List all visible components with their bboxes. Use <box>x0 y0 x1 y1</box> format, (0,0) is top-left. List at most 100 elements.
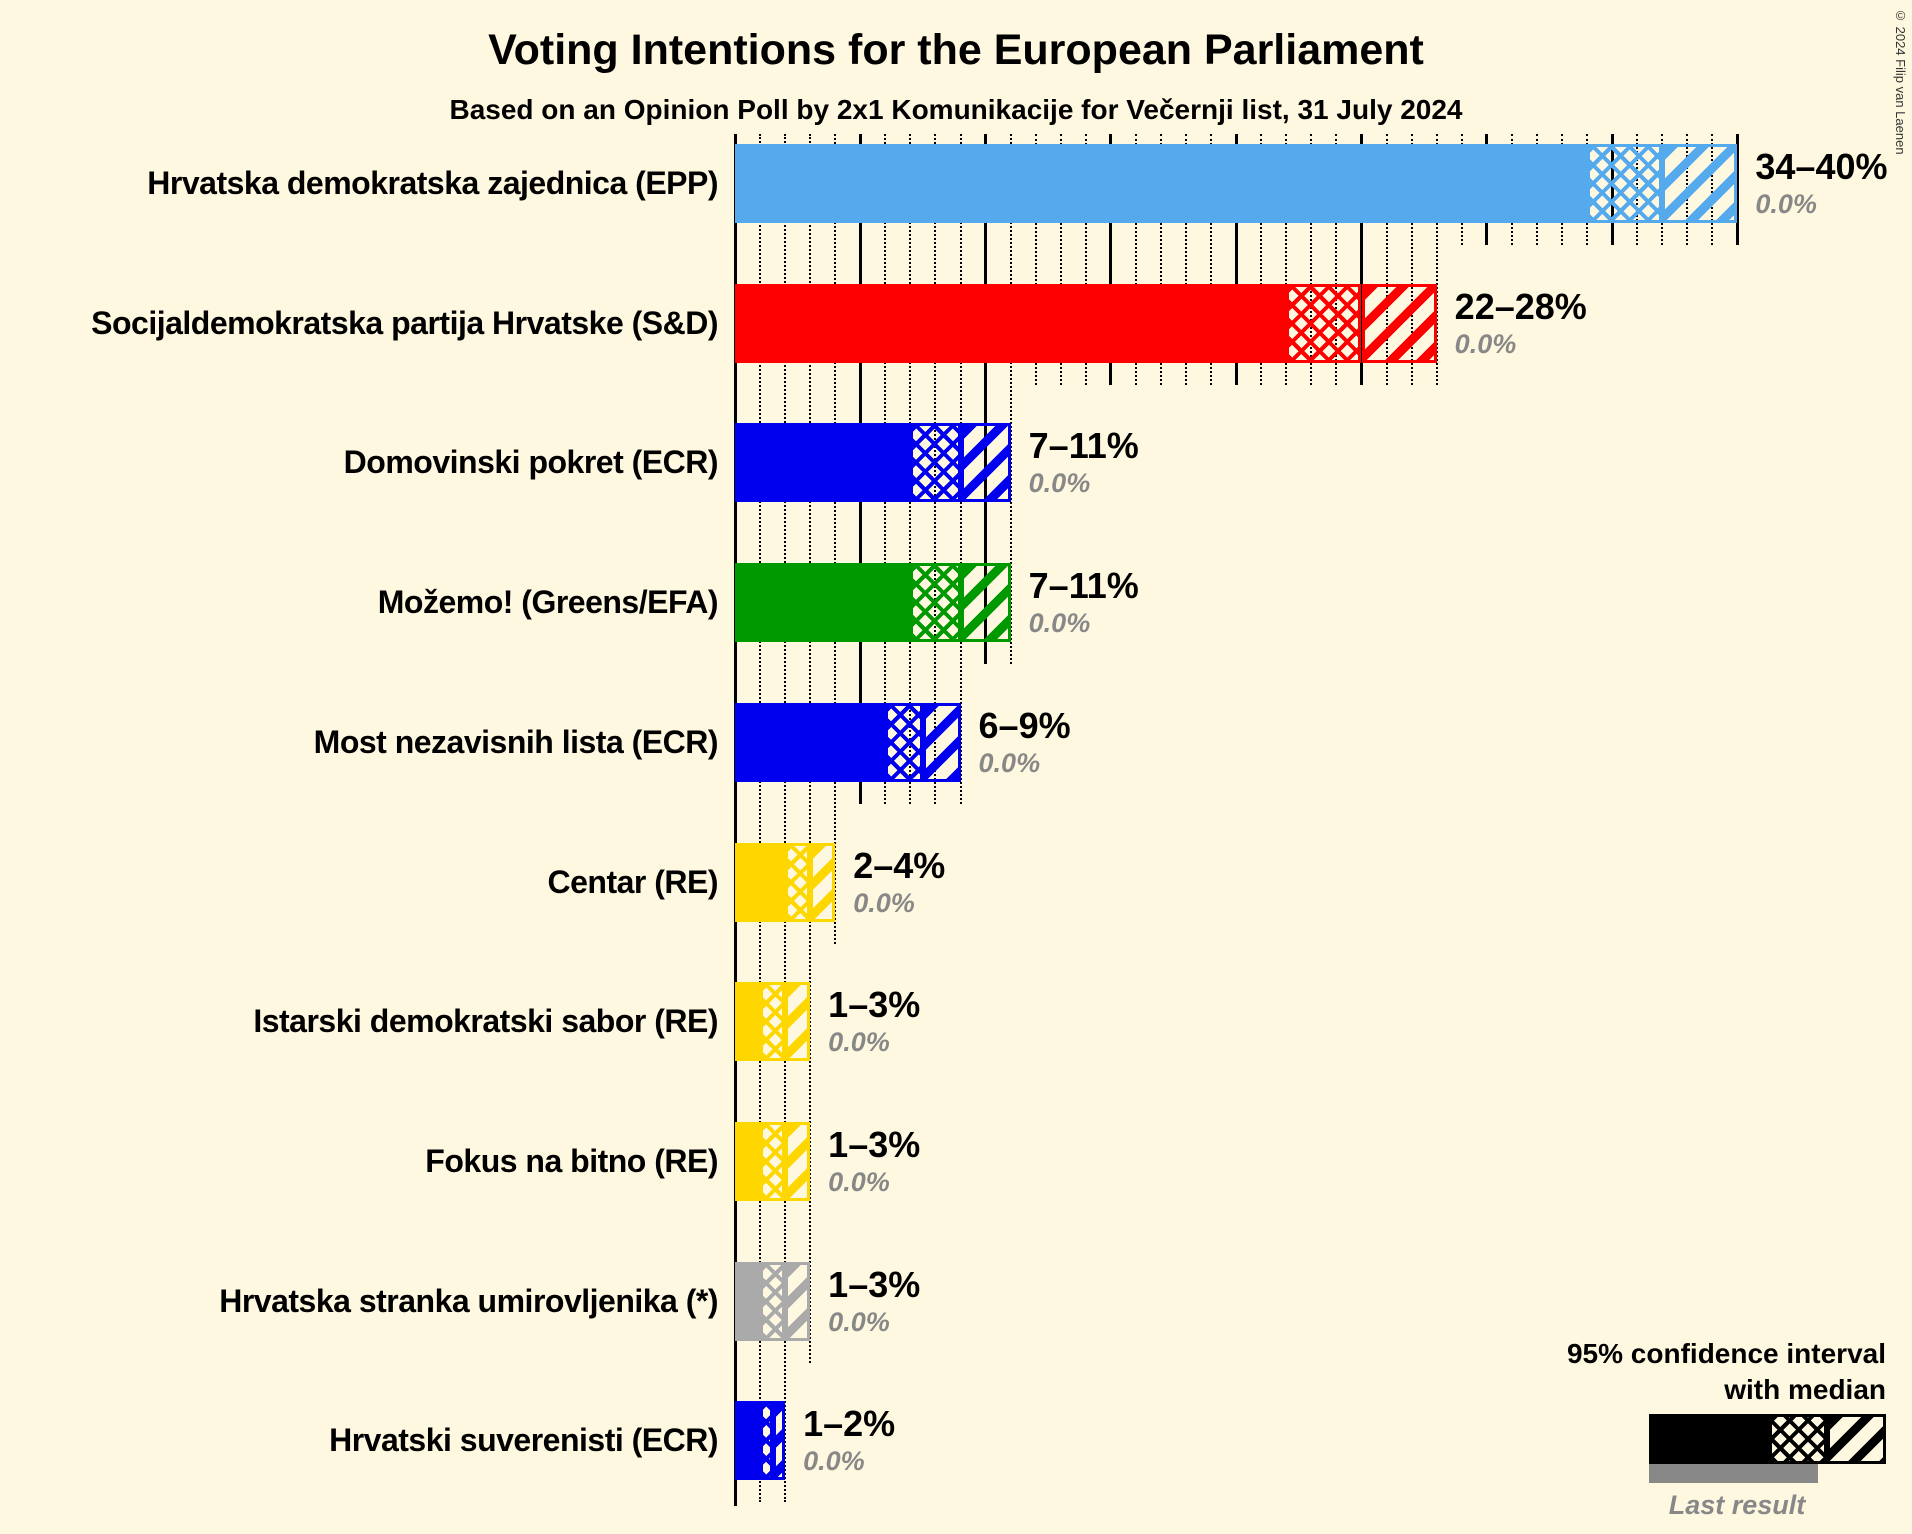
party-bar <box>735 842 836 922</box>
ci-range-text: 2–4% <box>853 844 946 886</box>
party-bar <box>735 982 811 1062</box>
bar-value-label: 22–28% 0.0% <box>1455 285 1587 359</box>
gridline-16pct <box>1134 134 1137 385</box>
last-result-text: 0.0% <box>828 1027 890 1058</box>
bar-solid-segment <box>735 1401 761 1481</box>
last-result-text: 0.0% <box>853 887 915 918</box>
bar-ci-upper-segment <box>785 1261 811 1341</box>
legend-sample-solid-segment <box>1649 1414 1769 1464</box>
bar-value-label: 34–40% 0.0% <box>1755 145 1887 219</box>
bar-ci-upper-segment <box>785 1121 811 1201</box>
bar-ci-lower-segment <box>760 982 786 1062</box>
bar-solid-segment <box>735 423 911 503</box>
legend-ci-sample-bar <box>1649 1414 1886 1464</box>
bar-solid-segment <box>735 1121 761 1201</box>
legend-last-result-label: Last result <box>1668 1490 1806 1520</box>
legend-median-label: with median <box>1724 1374 1886 1405</box>
ci-range-text: 6–9% <box>978 704 1071 746</box>
bar-ci-lower-segment <box>760 1121 786 1201</box>
gridline-12pct <box>1034 134 1037 385</box>
bar-ci-lower-segment <box>785 842 811 922</box>
bar-ci-upper-segment <box>810 842 836 922</box>
gridline-25pct <box>1360 134 1363 385</box>
bar-value-label: 1–2% 0.0% <box>803 1402 895 1476</box>
gridline-19pct <box>1210 134 1213 385</box>
bar-ci-lower-segment <box>885 702 923 782</box>
party-bar <box>735 563 1011 643</box>
bar-ci-lower-segment <box>760 1401 773 1481</box>
gridline-13pct <box>1059 134 1062 385</box>
gridline-1pct <box>759 134 762 1503</box>
party-bar <box>735 1401 786 1481</box>
ci-range-text: 1–3% <box>828 1123 921 1165</box>
bar-ci-lower-segment <box>1587 144 1663 223</box>
legend-sample-crosshatch-segment <box>1769 1414 1827 1464</box>
bar-value-label: 1–3% 0.0% <box>828 983 920 1057</box>
party-bar <box>735 1261 811 1341</box>
party-label: Centar (RE) <box>547 863 718 900</box>
party-label: Socijaldemokratska partija Hrvatske (S&D… <box>91 304 718 341</box>
bar-ci-upper-segment <box>772 1401 786 1481</box>
bar-value-label: 7–11% 0.0% <box>1029 424 1139 498</box>
bar-value-label: 1–3% 0.0% <box>828 1263 920 1337</box>
gridline-20pct <box>1234 134 1238 385</box>
bar-solid-segment <box>735 842 786 922</box>
party-bar <box>735 144 1738 223</box>
gridline-4pct <box>834 134 837 944</box>
gridline-21pct <box>1260 134 1263 385</box>
gridline-18pct <box>1185 134 1188 385</box>
bar-value-label: 1–3% 0.0% <box>828 1123 920 1197</box>
gridline-2pct <box>784 134 787 1503</box>
last-result-text: 0.0% <box>828 1166 890 1197</box>
ci-range-text: 1–3% <box>828 984 921 1026</box>
copyright-notice: © 2024 Filip van Laenen <box>1893 8 1908 155</box>
party-bar <box>735 702 961 782</box>
bar-ci-lower-segment <box>910 563 961 643</box>
y-axis-line <box>733 134 737 1506</box>
legend-sample-diagonal-segment <box>1827 1414 1886 1464</box>
party-bar <box>735 283 1437 363</box>
bar-solid-segment <box>735 563 911 643</box>
gridline-17pct <box>1160 134 1163 385</box>
party-label: Hrvatski suverenisti (ECR) <box>329 1422 718 1459</box>
gridline-23pct <box>1310 134 1313 385</box>
bar-solid-segment <box>735 1261 761 1341</box>
legend-last-result-bar <box>1649 1464 1818 1483</box>
ci-range-text: 7–11% <box>1028 565 1139 607</box>
bar-solid-segment <box>735 283 1287 363</box>
bar-ci-upper-segment <box>1662 144 1738 223</box>
bar-ci-upper-segment <box>1361 283 1437 363</box>
legend-confidence-label: 95% confidence interval <box>1566 1338 1886 1369</box>
party-bar <box>735 423 1011 503</box>
gridline-27pct <box>1410 134 1413 385</box>
bar-solid-segment <box>735 144 1588 223</box>
bar-value-label: 7–11% 0.0% <box>1029 564 1139 638</box>
party-label: Hrvatska stranka umirovljenika (*) <box>219 1282 718 1319</box>
last-result-text: 0.0% <box>803 1446 865 1477</box>
party-bar <box>735 1121 811 1201</box>
gridline-14pct <box>1084 134 1087 385</box>
bar-ci-upper-segment <box>960 563 1011 643</box>
gridline-28pct <box>1435 134 1438 385</box>
party-label: Istarski demokratski sabor (RE) <box>253 1003 718 1040</box>
bar-solid-segment <box>735 982 761 1062</box>
last-result-text: 0.0% <box>978 747 1041 778</box>
gridline-10pct <box>984 134 988 665</box>
chart-title: Voting Intentions for the European Parli… <box>488 26 1424 74</box>
bar-ci-upper-segment <box>785 982 811 1062</box>
last-result-text: 0.0% <box>1028 468 1091 499</box>
bar-ci-upper-segment <box>960 423 1011 503</box>
bar-solid-segment <box>735 702 886 782</box>
last-result-text: 0.0% <box>828 1306 890 1337</box>
party-label: Domovinski pokret (ECR) <box>343 444 719 481</box>
bar-ci-lower-segment <box>1286 283 1362 363</box>
party-label: Fokus na bitno (RE) <box>425 1142 718 1179</box>
last-result-text: 0.0% <box>1454 328 1517 359</box>
last-result-text: 0.0% <box>1755 189 1817 219</box>
ci-range-text: 22–28% <box>1454 285 1587 327</box>
chart-subtitle: Based on an Opinion Poll by 2x1 Komunika… <box>449 94 1463 125</box>
gridline-24pct <box>1335 134 1338 385</box>
party-label: Možemo! (Greens/EFA) <box>377 584 719 621</box>
bar-ci-upper-segment <box>922 702 961 782</box>
